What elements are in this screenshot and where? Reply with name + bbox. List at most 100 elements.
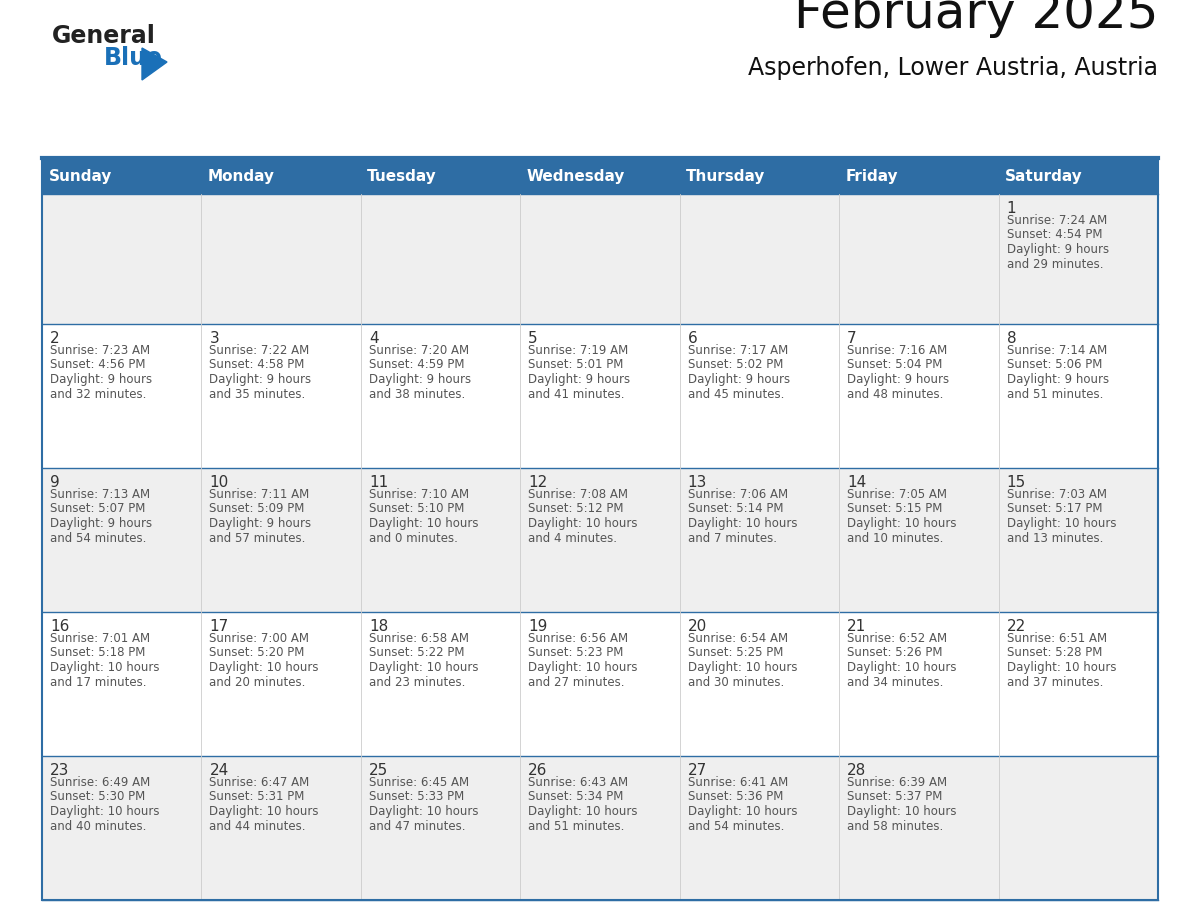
Text: Sunrise: 7:14 AM: Sunrise: 7:14 AM: [1006, 344, 1107, 357]
Text: and 0 minutes.: and 0 minutes.: [368, 532, 457, 544]
Text: Daylight: 9 hours: Daylight: 9 hours: [50, 517, 152, 530]
Text: 9: 9: [50, 475, 59, 490]
Text: Sunrise: 7:00 AM: Sunrise: 7:00 AM: [209, 632, 309, 645]
Text: Daylight: 10 hours: Daylight: 10 hours: [529, 805, 638, 818]
Text: Sunset: 5:07 PM: Sunset: 5:07 PM: [50, 502, 145, 516]
Text: Sunrise: 7:23 AM: Sunrise: 7:23 AM: [50, 344, 150, 357]
Text: Daylight: 9 hours: Daylight: 9 hours: [209, 517, 311, 530]
Text: and 35 minutes.: and 35 minutes.: [209, 387, 305, 400]
Text: Daylight: 10 hours: Daylight: 10 hours: [1006, 517, 1116, 530]
Text: Sunset: 5:22 PM: Sunset: 5:22 PM: [368, 646, 465, 659]
Text: Thursday: Thursday: [687, 169, 765, 184]
Text: Daylight: 10 hours: Daylight: 10 hours: [847, 805, 956, 818]
Bar: [42, 468, 1158, 612]
Text: and 41 minutes.: and 41 minutes.: [529, 387, 625, 400]
Text: Sunset: 5:30 PM: Sunset: 5:30 PM: [50, 790, 145, 803]
Text: Saturday: Saturday: [1005, 169, 1082, 184]
Text: 8: 8: [1006, 331, 1016, 346]
Text: Sunrise: 6:39 AM: Sunrise: 6:39 AM: [847, 776, 947, 789]
Text: Daylight: 9 hours: Daylight: 9 hours: [529, 373, 631, 386]
Text: Daylight: 9 hours: Daylight: 9 hours: [1006, 243, 1108, 256]
Bar: [42, 612, 1158, 756]
Text: Sunrise: 7:16 AM: Sunrise: 7:16 AM: [847, 344, 947, 357]
Text: Sunrise: 7:08 AM: Sunrise: 7:08 AM: [529, 488, 628, 501]
Text: Sunday: Sunday: [49, 169, 112, 184]
Text: Sunset: 5:37 PM: Sunset: 5:37 PM: [847, 790, 942, 803]
Text: 25: 25: [368, 763, 388, 778]
Text: Sunrise: 6:54 AM: Sunrise: 6:54 AM: [688, 632, 788, 645]
Text: and 54 minutes.: and 54 minutes.: [688, 820, 784, 833]
Text: and 44 minutes.: and 44 minutes.: [209, 820, 305, 833]
Text: 12: 12: [529, 475, 548, 490]
Text: 28: 28: [847, 763, 866, 778]
Bar: [42, 158, 1158, 900]
Text: Daylight: 10 hours: Daylight: 10 hours: [368, 661, 479, 674]
Text: and 32 minutes.: and 32 minutes.: [50, 387, 146, 400]
Text: Sunrise: 7:03 AM: Sunrise: 7:03 AM: [1006, 488, 1106, 501]
Text: Sunset: 5:34 PM: Sunset: 5:34 PM: [529, 790, 624, 803]
Text: February 2025: February 2025: [794, 0, 1158, 38]
Text: Sunrise: 6:51 AM: Sunrise: 6:51 AM: [1006, 632, 1107, 645]
Text: and 45 minutes.: and 45 minutes.: [688, 387, 784, 400]
Text: Daylight: 10 hours: Daylight: 10 hours: [688, 805, 797, 818]
Text: Sunset: 4:54 PM: Sunset: 4:54 PM: [1006, 229, 1102, 241]
Text: Sunset: 5:01 PM: Sunset: 5:01 PM: [529, 359, 624, 372]
Text: Sunset: 5:06 PM: Sunset: 5:06 PM: [1006, 359, 1102, 372]
Bar: [42, 158, 1158, 194]
Text: Daylight: 10 hours: Daylight: 10 hours: [209, 805, 318, 818]
Text: Sunrise: 6:52 AM: Sunrise: 6:52 AM: [847, 632, 947, 645]
Text: Sunset: 5:02 PM: Sunset: 5:02 PM: [688, 359, 783, 372]
Text: and 48 minutes.: and 48 minutes.: [847, 387, 943, 400]
Text: Daylight: 9 hours: Daylight: 9 hours: [50, 373, 152, 386]
Text: Blue: Blue: [105, 46, 163, 70]
Text: Sunset: 5:23 PM: Sunset: 5:23 PM: [529, 646, 624, 659]
Text: Sunrise: 6:41 AM: Sunrise: 6:41 AM: [688, 776, 788, 789]
Text: Daylight: 10 hours: Daylight: 10 hours: [50, 661, 159, 674]
Text: Sunrise: 7:05 AM: Sunrise: 7:05 AM: [847, 488, 947, 501]
Text: and 58 minutes.: and 58 minutes.: [847, 820, 943, 833]
Text: and 29 minutes.: and 29 minutes.: [1006, 258, 1102, 271]
Text: 13: 13: [688, 475, 707, 490]
Text: and 37 minutes.: and 37 minutes.: [1006, 676, 1102, 688]
Text: and 47 minutes.: and 47 minutes.: [368, 820, 466, 833]
Text: 2: 2: [50, 331, 59, 346]
Text: 11: 11: [368, 475, 388, 490]
Text: Sunrise: 6:43 AM: Sunrise: 6:43 AM: [529, 776, 628, 789]
Text: Sunset: 5:20 PM: Sunset: 5:20 PM: [209, 646, 305, 659]
Text: Sunrise: 7:10 AM: Sunrise: 7:10 AM: [368, 488, 469, 501]
Text: Sunset: 4:58 PM: Sunset: 4:58 PM: [209, 359, 305, 372]
Bar: [42, 756, 1158, 900]
Text: Daylight: 9 hours: Daylight: 9 hours: [1006, 373, 1108, 386]
Text: 24: 24: [209, 763, 228, 778]
Text: and 20 minutes.: and 20 minutes.: [209, 676, 305, 688]
Text: 6: 6: [688, 331, 697, 346]
Text: and 10 minutes.: and 10 minutes.: [847, 532, 943, 544]
Text: Daylight: 10 hours: Daylight: 10 hours: [50, 805, 159, 818]
Text: 7: 7: [847, 331, 857, 346]
Text: 23: 23: [50, 763, 69, 778]
Text: 16: 16: [50, 619, 69, 634]
Text: Sunset: 4:59 PM: Sunset: 4:59 PM: [368, 359, 465, 372]
Text: 14: 14: [847, 475, 866, 490]
Text: Sunset: 5:18 PM: Sunset: 5:18 PM: [50, 646, 145, 659]
Text: and 34 minutes.: and 34 minutes.: [847, 676, 943, 688]
Text: 3: 3: [209, 331, 219, 346]
Text: Sunset: 5:33 PM: Sunset: 5:33 PM: [368, 790, 465, 803]
Text: and 51 minutes.: and 51 minutes.: [1006, 387, 1102, 400]
Text: 20: 20: [688, 619, 707, 634]
Text: Daylight: 10 hours: Daylight: 10 hours: [529, 661, 638, 674]
Text: 18: 18: [368, 619, 388, 634]
Text: Daylight: 10 hours: Daylight: 10 hours: [368, 805, 479, 818]
Text: Sunrise: 7:19 AM: Sunrise: 7:19 AM: [529, 344, 628, 357]
Text: Sunrise: 6:56 AM: Sunrise: 6:56 AM: [529, 632, 628, 645]
Polygon shape: [143, 48, 168, 80]
Text: Asperhofen, Lower Austria, Austria: Asperhofen, Lower Austria, Austria: [748, 56, 1158, 80]
Text: Sunset: 5:14 PM: Sunset: 5:14 PM: [688, 502, 783, 516]
Text: and 57 minutes.: and 57 minutes.: [209, 532, 305, 544]
Text: Sunrise: 6:47 AM: Sunrise: 6:47 AM: [209, 776, 310, 789]
Text: Daylight: 9 hours: Daylight: 9 hours: [847, 373, 949, 386]
Text: and 7 minutes.: and 7 minutes.: [688, 532, 777, 544]
Text: Sunset: 5:25 PM: Sunset: 5:25 PM: [688, 646, 783, 659]
Text: 26: 26: [529, 763, 548, 778]
Text: Daylight: 10 hours: Daylight: 10 hours: [688, 517, 797, 530]
